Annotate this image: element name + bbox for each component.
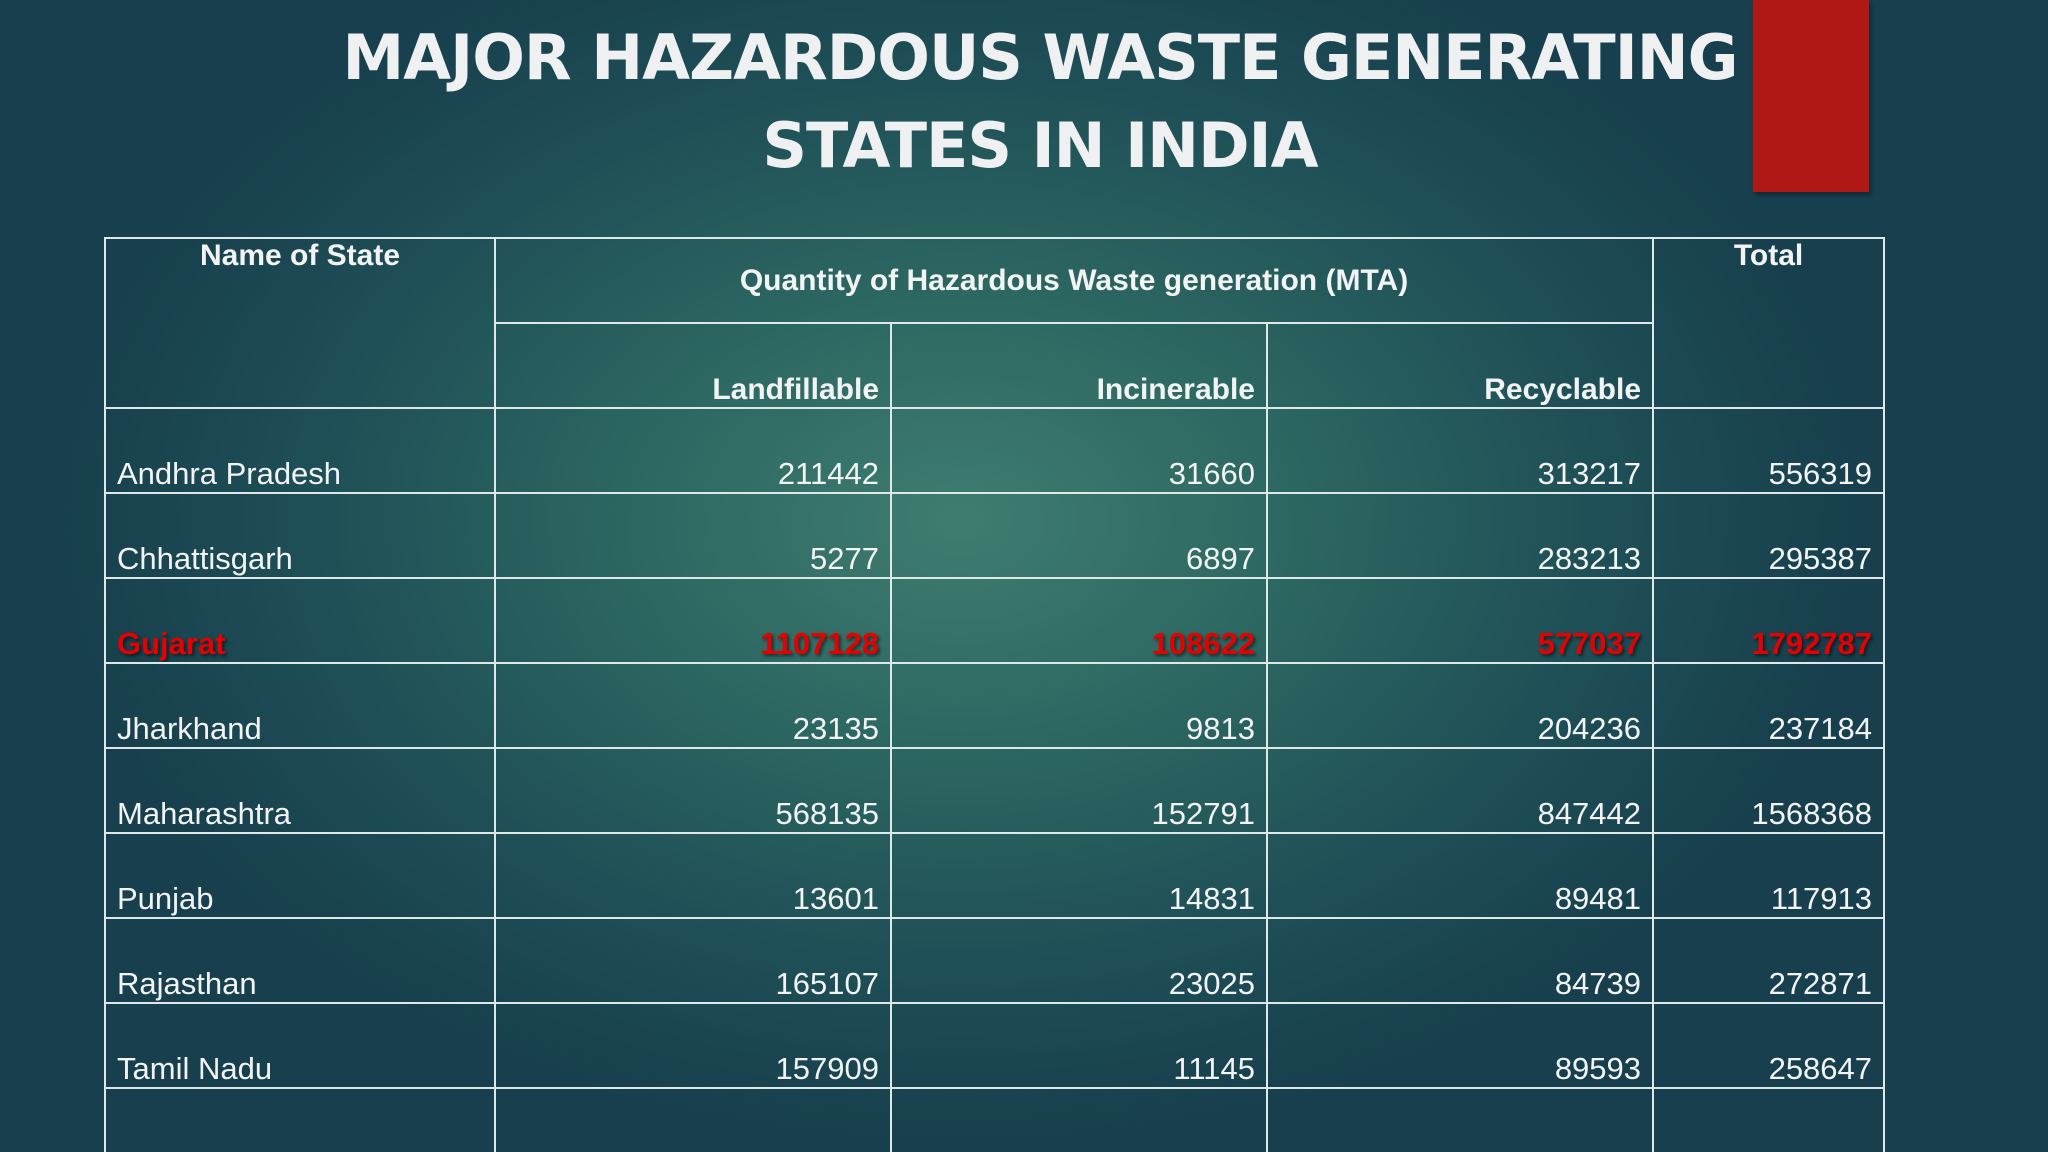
recyclable-value: 204236	[1265, 662, 1655, 749]
table-row-cut-off	[104, 1087, 1886, 1152]
landfillable-value: 165107	[494, 917, 892, 1004]
incinerable-value: 11145	[890, 1002, 1268, 1089]
landfillable-value: 23135	[494, 662, 892, 749]
incinerable-value: 23025	[890, 917, 1268, 1004]
table-row: Punjab 13601 14831 89481 117913	[104, 832, 1886, 919]
recyclable-value: 283213	[1265, 492, 1655, 579]
recyclable-value: 84739	[1265, 917, 1655, 1004]
incinerable-value: 14831	[890, 832, 1268, 919]
state-name: Jharkhand	[104, 662, 496, 749]
total-value: 1792787	[1652, 577, 1886, 664]
landfillable-value: 5277	[494, 492, 892, 579]
total-value	[1652, 1087, 1886, 1152]
recyclable-value: 89593	[1265, 1002, 1655, 1089]
landfillable-value: 568135	[494, 747, 892, 834]
state-name: Tamil Nadu	[104, 1002, 496, 1089]
landfillable-value: 211442	[494, 407, 892, 494]
total-value: 295387	[1652, 492, 1886, 579]
header-quantity-group: Quantity of Hazardous Waste generation (…	[493, 237, 1655, 324]
header-landfillable: Landfillable	[494, 322, 892, 409]
header-row-2: Landfillable Incinerable Recyclable	[105, 322, 1884, 409]
state-name: Andhra Pradesh	[104, 407, 496, 494]
header-incinerable: Incinerable	[890, 322, 1268, 409]
hazardous-waste-table: Name of State Quantity of Hazardous Wast…	[104, 237, 1886, 1152]
accent-bar	[1753, 0, 1869, 192]
header-recyclable: Recyclable	[1265, 322, 1655, 409]
recyclable-value: 89481	[1265, 832, 1655, 919]
recyclable-value: 847442	[1265, 747, 1655, 834]
header-row-1: Name of State Quantity of Hazardous Wast…	[104, 237, 1886, 409]
slide-title: MAJOR HAZARDOUS WASTE GENERATING STATES …	[290, 14, 1790, 190]
incinerable-value: 9813	[890, 662, 1268, 749]
table-row: Chhattisgarh 5277 6897 283213 295387	[104, 492, 1886, 579]
incinerable-value: 31660	[890, 407, 1268, 494]
landfillable-value: 157909	[494, 1002, 892, 1089]
total-value: 1568368	[1652, 747, 1886, 834]
total-value: 237184	[1652, 662, 1886, 749]
table-row: Tamil Nadu 157909 11145 89593 258647	[104, 1002, 1886, 1089]
header-state: Name of State	[104, 237, 496, 409]
state-name: Maharashtra	[104, 747, 496, 834]
table-row: Maharashtra 568135 152791 847442 1568368	[104, 747, 1886, 834]
incinerable-value: 108622	[890, 577, 1268, 664]
incinerable-value: 6897	[890, 492, 1268, 579]
table-row: Jharkhand 23135 9813 204236 237184	[104, 662, 1886, 749]
state-name: Punjab	[104, 832, 496, 919]
state-name: Gujarat	[104, 577, 496, 664]
table-row: Andhra Pradesh 211442 31660 313217 55631…	[104, 407, 1886, 494]
total-value: 556319	[1652, 407, 1886, 494]
incinerable-value: 152791	[890, 747, 1268, 834]
slide-title-line-2: STATES IN INDIA	[762, 109, 1318, 182]
slide-title-line-1: MAJOR HAZARDOUS WASTE GENERATING	[342, 21, 1738, 94]
table-row-highlighted: Gujarat 1107128 108622 577037 1792787	[104, 577, 1886, 664]
state-name	[104, 1087, 496, 1152]
landfillable-value	[494, 1087, 892, 1152]
recyclable-value: 313217	[1265, 407, 1655, 494]
landfillable-value: 1107128	[494, 577, 892, 664]
table-row: Rajasthan 165107 23025 84739 272871	[104, 917, 1886, 1004]
total-value: 258647	[1652, 1002, 1886, 1089]
state-name: Rajasthan	[104, 917, 496, 1004]
total-value: 272871	[1652, 917, 1886, 1004]
total-value: 117913	[1652, 832, 1886, 919]
landfillable-value: 13601	[494, 832, 892, 919]
recyclable-value: 577037	[1265, 577, 1655, 664]
state-name: Chhattisgarh	[104, 492, 496, 579]
recyclable-value	[1265, 1087, 1655, 1152]
incinerable-value	[890, 1087, 1268, 1152]
header-total: Total	[1652, 237, 1886, 409]
